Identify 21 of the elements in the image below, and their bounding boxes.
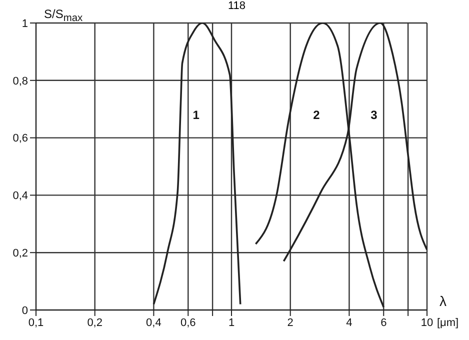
- y-tick-label: 0,4: [12, 190, 28, 202]
- y-tick-label: 0,8: [12, 75, 28, 88]
- x-tick-label: 0,1: [28, 316, 44, 329]
- x-tick-label: 0,6: [180, 316, 196, 329]
- x-axis-title: λ [μm]: [437, 293, 459, 329]
- x-tick-label: 1: [228, 316, 235, 329]
- x-tick-label: 0,4: [146, 316, 162, 329]
- y-tick-label: 0: [22, 304, 28, 317]
- x-tick-label: 10: [420, 316, 434, 329]
- y-axis-title: S/S$_{max}$: [44, 7, 83, 24]
- series-label: 3: [370, 108, 378, 122]
- y-tick-label: 0,6: [12, 132, 28, 145]
- y-tick-label: 0,2: [12, 248, 28, 260]
- x-tick-label: 6: [380, 316, 387, 329]
- series-label: 1: [192, 108, 200, 122]
- y-tick-label: 1: [22, 18, 28, 30]
- series-label: 2: [313, 108, 320, 122]
- text: 118: [228, 0, 246, 12]
- x-tick-label: 2: [287, 316, 294, 329]
- x-tick-label: 0,2: [87, 316, 102, 329]
- x-tick-label: 4: [346, 316, 352, 329]
